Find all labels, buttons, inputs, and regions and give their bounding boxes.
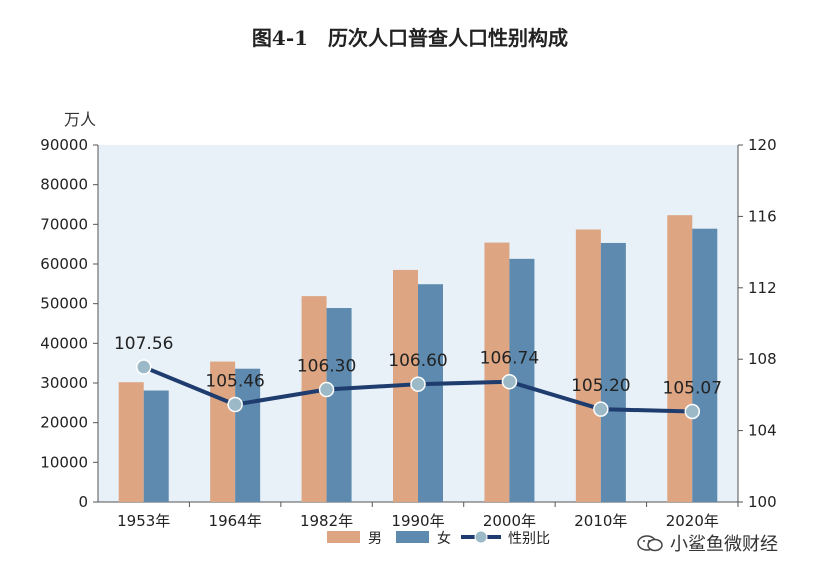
legend-label-male: 男 [368, 531, 382, 547]
bar-male [118, 382, 144, 502]
legend-label-female: 女 [437, 530, 451, 547]
legend-marker-sex-ratio [474, 530, 488, 544]
bar-female [418, 284, 443, 502]
sex-ratio-point [227, 396, 243, 413]
chart-title: 图4-1 历次人口普查人口性别构成 [251, 26, 569, 50]
y2-tick-label: 108 [748, 350, 777, 368]
watermark: 小鲨鱼微财经 [636, 530, 778, 556]
y-tick-label: 30000 [40, 374, 88, 392]
x-tick-label: 1990年 [391, 512, 444, 530]
sex-ratio-data-label: 107.56 [114, 334, 173, 354]
x-tick-label: 2010年 [574, 512, 627, 530]
bar-female [235, 368, 261, 502]
y-tick-label: 70000 [40, 215, 88, 233]
y2-tick-label: 100 [748, 493, 777, 511]
sex-ratio-data-label: 106.60 [388, 351, 447, 371]
sex-ratio-data-label: 105.07 [663, 379, 722, 399]
bar-male [210, 361, 236, 502]
x-tick-label: 1953年 [117, 512, 170, 530]
sex-ratio-point [684, 403, 701, 420]
x-tick-label: 2000年 [483, 512, 536, 530]
bar-female [143, 390, 169, 502]
sex-ratio-point [593, 401, 609, 417]
y2-tick-label: 120 [748, 136, 777, 154]
sex-ratio-point [410, 376, 426, 392]
y-axis-unit-label: 万人 [64, 110, 97, 129]
y-tick-label: 0 [78, 493, 88, 511]
y-tick-label: 40000 [40, 334, 88, 352]
sex-ratio-data-label: 105.20 [571, 376, 630, 396]
bar-female [692, 228, 718, 503]
y2-tick-label: 112 [748, 279, 777, 297]
y-tick-label: 90000 [40, 136, 88, 154]
sex-ratio-data-label: 106.74 [480, 349, 539, 369]
legend-swatch-female [396, 531, 429, 543]
x-tick-label: 2020年 [666, 512, 719, 530]
sex-ratio-point [135, 359, 152, 375]
y-tick-label: 60000 [40, 255, 88, 273]
bar-male [301, 296, 327, 502]
y-tick-label: 80000 [40, 176, 88, 194]
y2-tick-label: 104 [748, 422, 777, 440]
sex-ratio-data-label: 105.46 [205, 372, 264, 392]
sex-ratio-data-label: 106.30 [297, 357, 356, 377]
x-tick-label: 1982年 [300, 512, 353, 530]
y-tick-label: 10000 [40, 453, 88, 471]
sex-ratio-point [501, 373, 518, 390]
wechat-bubble-icon [637, 535, 663, 552]
bar-male [575, 229, 601, 503]
y-tick-label: 50000 [40, 295, 88, 313]
watermark-text: 小鲨鱼微财经 [670, 534, 778, 555]
bar-female [600, 242, 626, 502]
x-tick-label: 1964年 [209, 512, 262, 530]
sex-ratio-point [318, 381, 335, 398]
legend-label-sex-ratio: 性别比 [508, 531, 550, 547]
y-tick-label: 20000 [40, 414, 88, 432]
legend-swatch-male [327, 531, 360, 543]
y2-tick-label: 116 [748, 207, 777, 225]
bar-male [667, 215, 693, 502]
bar-male [484, 242, 510, 502]
bar-female [326, 308, 352, 502]
